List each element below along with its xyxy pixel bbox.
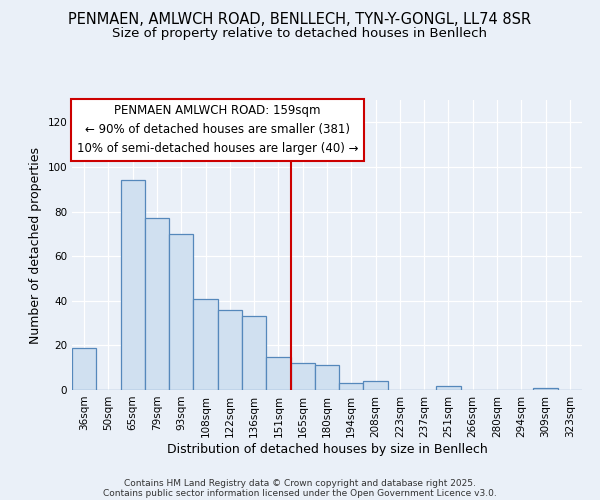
Bar [315, 366, 339, 390]
Bar [218, 310, 242, 390]
Bar [169, 234, 193, 390]
Bar [72, 348, 96, 390]
Bar [339, 384, 364, 390]
Text: Size of property relative to detached houses in Benllech: Size of property relative to detached ho… [113, 28, 487, 40]
Text: PENMAEN, AMLWCH ROAD, BENLLECH, TYN-Y-GONGL, LL74 8SR: PENMAEN, AMLWCH ROAD, BENLLECH, TYN-Y-GO… [68, 12, 532, 28]
Bar [242, 316, 266, 390]
Text: PENMAEN AMLWCH ROAD: 159sqm
← 90% of detached houses are smaller (381)
10% of se: PENMAEN AMLWCH ROAD: 159sqm ← 90% of det… [77, 104, 358, 156]
Bar [193, 298, 218, 390]
Text: Contains HM Land Registry data © Crown copyright and database right 2025.: Contains HM Land Registry data © Crown c… [124, 478, 476, 488]
Bar [121, 180, 145, 390]
Bar [266, 356, 290, 390]
Bar [533, 388, 558, 390]
Bar [145, 218, 169, 390]
Bar [364, 381, 388, 390]
Bar [436, 386, 461, 390]
Bar [290, 363, 315, 390]
Y-axis label: Number of detached properties: Number of detached properties [29, 146, 42, 344]
Text: Contains public sector information licensed under the Open Government Licence v3: Contains public sector information licen… [103, 488, 497, 498]
X-axis label: Distribution of detached houses by size in Benllech: Distribution of detached houses by size … [167, 442, 487, 456]
